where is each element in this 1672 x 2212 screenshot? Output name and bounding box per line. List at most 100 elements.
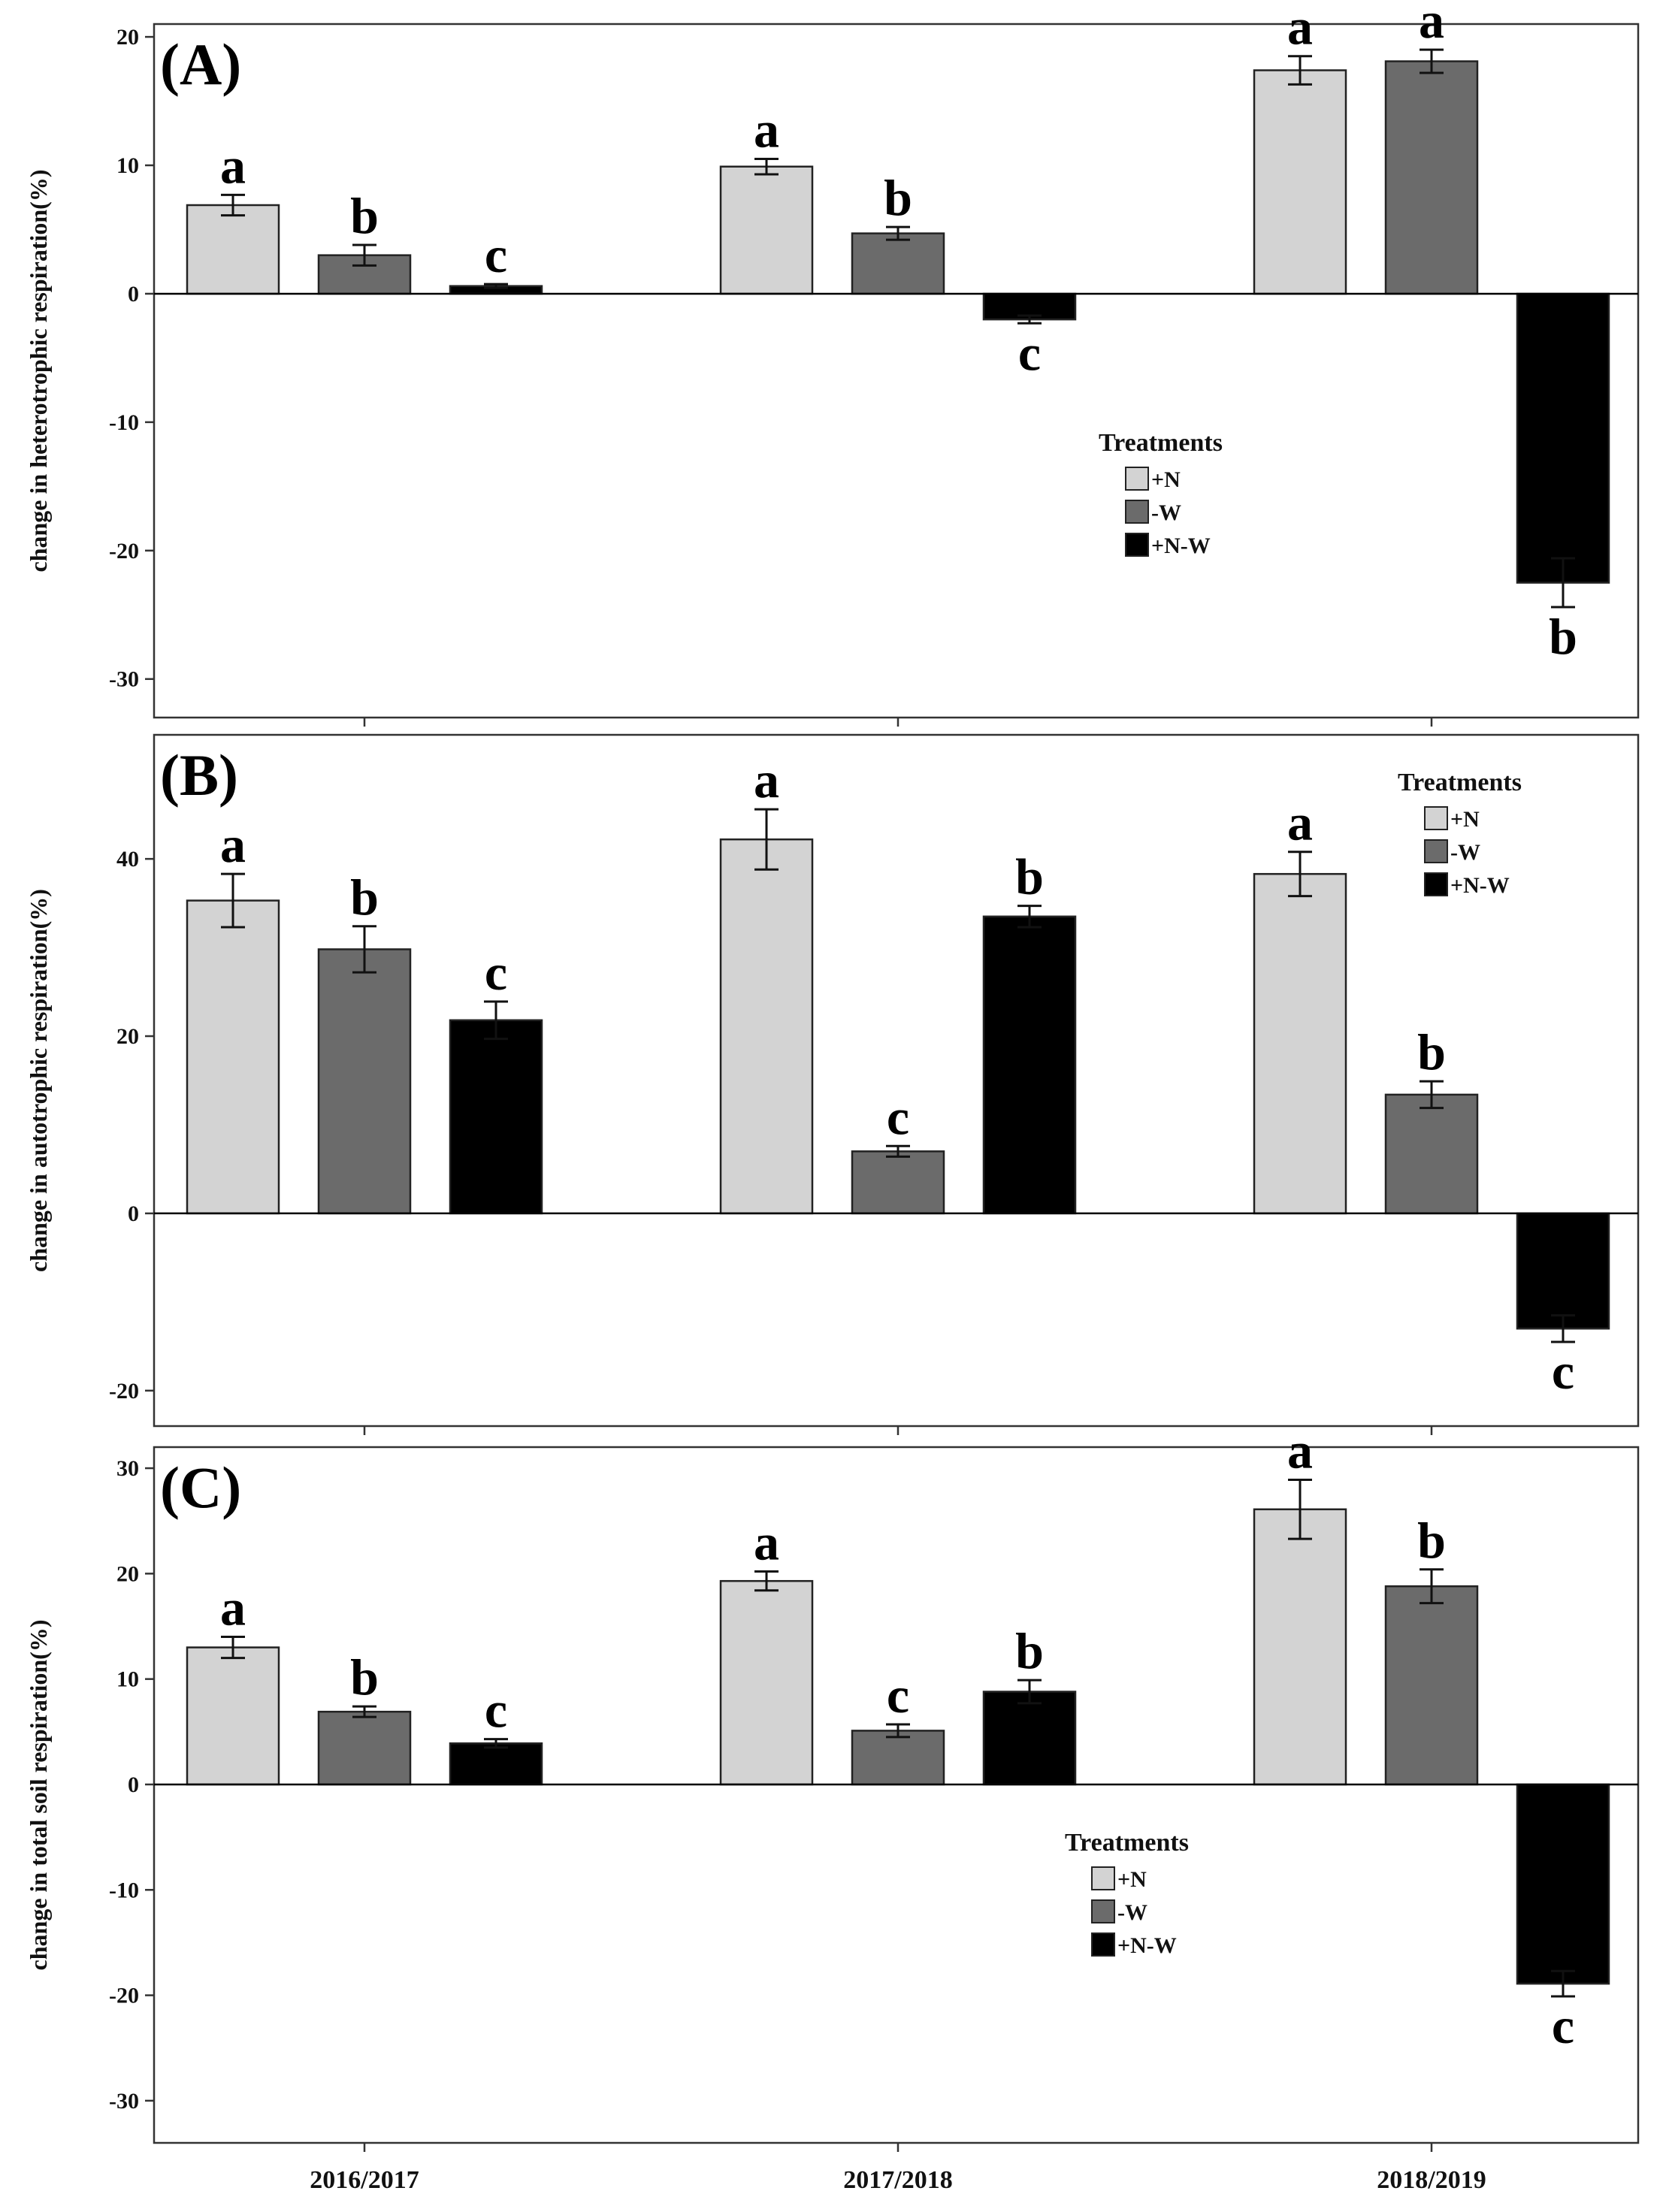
bar-+N-2016/2017 [186, 204, 280, 295]
significance-letter: b [1417, 1023, 1446, 1080]
significance-letter: a [220, 816, 246, 873]
bar--W-2016/2017 [317, 1710, 412, 1786]
bar-+N-W-2016/2017 [449, 1742, 543, 1786]
bar-+N-2018/2019 [1253, 69, 1347, 295]
legend-label: +N [1450, 807, 1480, 832]
legend-label: +N [1117, 1867, 1147, 1892]
significance-letter: c [1018, 324, 1041, 381]
legend-label: +N-W [1450, 873, 1510, 898]
bar--W-2016/2017 [317, 948, 412, 1215]
bar-+N-2016/2017 [186, 899, 280, 1215]
y-tick-label: -30 [109, 667, 139, 692]
y-tick-label: 0 [128, 282, 139, 307]
legend-swatch [1125, 467, 1149, 491]
y-tick-label: 0 [128, 1772, 139, 1797]
legend-title: Treatments [1398, 769, 1522, 796]
y-tick-label: -10 [109, 1878, 139, 1902]
significance-letter: a [754, 101, 779, 158]
legend-label: -W [1151, 500, 1181, 525]
y-tick-label: 0 [128, 1201, 139, 1226]
bar-+N-W-2017/2018 [982, 1691, 1077, 1786]
bar--W-2017/2018 [851, 1150, 945, 1215]
bar--W-2018/2019 [1384, 1093, 1479, 1215]
y-tick-label: 40 [116, 847, 139, 872]
legend-label: -W [1450, 840, 1480, 865]
bar-+N-W-2018/2019 [1516, 1212, 1610, 1330]
significance-letter: c [1552, 1997, 1574, 2054]
significance-letter: b [884, 169, 912, 226]
y-tick-label: -20 [109, 539, 139, 564]
significance-letter: a [754, 751, 779, 808]
legend-swatch [1424, 872, 1448, 896]
bar-+N-2017/2018 [719, 165, 814, 295]
x-tick-label: 2016/2017 [310, 2166, 419, 2194]
significance-letter: a [1419, 0, 1444, 49]
bar-+N-2017/2018 [719, 838, 814, 1215]
legend-label: -W [1117, 1900, 1147, 1925]
bar-+N-2018/2019 [1253, 1508, 1347, 1786]
bar-+N-2016/2017 [186, 1646, 280, 1786]
legend-swatch [1125, 533, 1149, 557]
bar--W-2017/2018 [851, 232, 945, 295]
significance-letter: c [1552, 1343, 1574, 1400]
legend-label: +N-W [1117, 1933, 1177, 1958]
significance-letter: a [1287, 0, 1313, 56]
bar-+N-W-2016/2017 [449, 1019, 543, 1215]
y-tick-label: 20 [116, 25, 139, 50]
bar-+N-2017/2018 [719, 1579, 814, 1786]
y-tick-label: -10 [109, 410, 139, 435]
significance-letter: a [220, 137, 246, 194]
bar--W-2018/2019 [1384, 60, 1479, 295]
significance-letter: c [485, 226, 507, 283]
legend-swatch [1424, 839, 1448, 863]
significance-letter: c [887, 1667, 909, 1724]
x-tick-label: 2017/2018 [843, 2166, 952, 2194]
significance-letter: b [350, 187, 379, 244]
significance-letter: b [1417, 1512, 1446, 1569]
legend-title: Treatments [1065, 1829, 1189, 1857]
y-tick-label: 30 [116, 1456, 139, 1481]
bar-+N-W-2018/2019 [1516, 1783, 1610, 1985]
legend-label: +N [1151, 467, 1181, 492]
significance-letter: a [1287, 794, 1313, 851]
significance-letter: b [350, 869, 379, 926]
bar-+N-2018/2019 [1253, 872, 1347, 1215]
panel-label: (A) [160, 32, 241, 97]
legend-swatch [1125, 500, 1149, 524]
significance-letter: b [350, 1648, 379, 1706]
y-tick-label: 20 [116, 1561, 139, 1586]
legend-title: Treatments [1099, 429, 1223, 457]
significance-letter: c [485, 1682, 507, 1739]
legend-label: +N-W [1151, 533, 1211, 558]
bar--W-2017/2018 [851, 1730, 945, 1786]
legend-swatch [1091, 1866, 1115, 1890]
x-tick-label: 2018/2019 [1377, 2166, 1486, 2194]
significance-letter: a [220, 1579, 246, 1636]
y-tick-label: -20 [109, 1379, 139, 1404]
panel-frame [153, 1446, 1640, 2144]
y-tick-label: 10 [116, 153, 139, 178]
significance-letter: a [754, 1514, 779, 1571]
panel-label: (C) [160, 1455, 241, 1520]
significance-letter: c [887, 1088, 909, 1145]
y-tick-label: -20 [109, 1984, 139, 2008]
panel-frame [153, 23, 1640, 719]
y-axis-label: change in total soil respiration(%) [25, 1620, 52, 1971]
significance-letter: a [1287, 1422, 1313, 1479]
legend-swatch [1091, 1899, 1115, 1923]
y-tick-label: 20 [116, 1024, 139, 1049]
y-tick-label: 10 [116, 1667, 139, 1692]
y-axis-label: change in heterotrophic respiration(%) [25, 170, 52, 573]
legend-swatch [1091, 1932, 1115, 1957]
bar-+N-W-2017/2018 [982, 915, 1077, 1215]
panel-label: (B) [160, 742, 238, 808]
significance-letter: b [1549, 608, 1577, 665]
significance-letter: b [1015, 848, 1044, 905]
legend-swatch [1424, 806, 1448, 830]
bar-+N-W-2018/2019 [1516, 292, 1610, 584]
y-tick-label: -30 [109, 2089, 139, 2114]
panel-frame [153, 733, 1640, 1428]
significance-letter: b [1015, 1622, 1044, 1679]
